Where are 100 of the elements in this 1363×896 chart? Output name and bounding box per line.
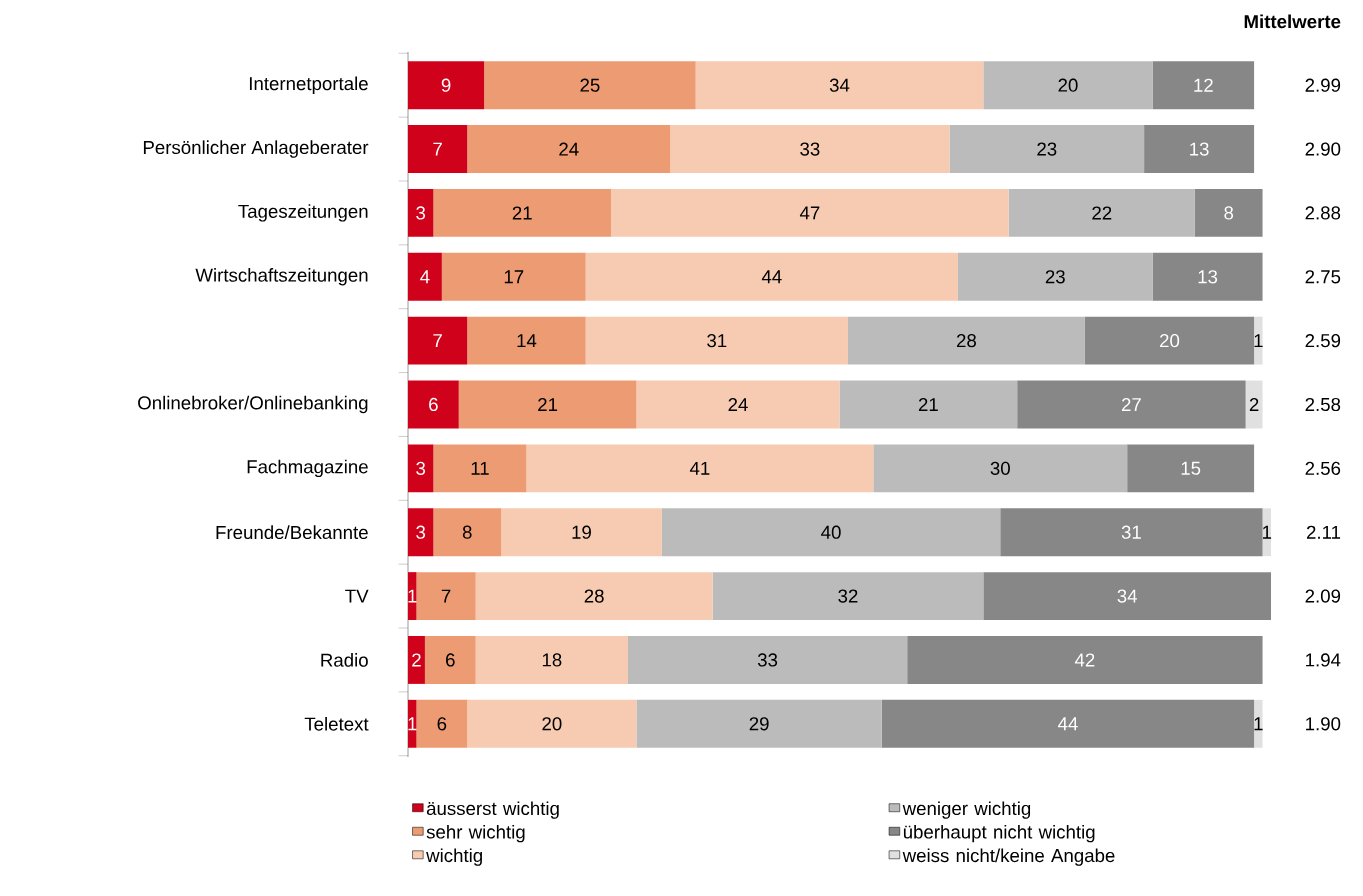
data-label: 2: [412, 653, 421, 667]
text: 2.90: [1305, 142, 1341, 156]
data-label: 20: [1058, 78, 1078, 92]
bar: [847, 316, 1085, 365]
data-label: 23: [1037, 142, 1057, 156]
text: 2.88: [1305, 206, 1341, 220]
data-label: 21: [538, 397, 558, 412]
y-tick-label: Fachmagazine: [247, 459, 368, 478]
bar: [408, 252, 442, 301]
bar: [661, 508, 1001, 557]
bar: [881, 699, 1255, 748]
text: 1.94: [1306, 653, 1341, 667]
bar: [408, 125, 468, 174]
data-label: 7: [441, 589, 451, 603]
data-label: 28: [956, 334, 976, 348]
bar: [636, 380, 840, 429]
bar: [1152, 61, 1255, 110]
bar: [907, 636, 1263, 684]
data-label: 24: [559, 142, 579, 156]
bar: [475, 572, 713, 621]
bar: [636, 699, 882, 748]
bar: [839, 380, 1018, 429]
data-label: 21: [512, 206, 532, 220]
data-label: 4: [420, 270, 430, 284]
bar: [467, 699, 637, 748]
text: 2.11: [1306, 525, 1341, 539]
bar: [441, 252, 586, 301]
bar: [585, 252, 958, 301]
bar: [585, 316, 848, 365]
data-label: 20: [542, 717, 562, 731]
y-tick-label: Teletext: [304, 716, 369, 731]
text: 2.56: [1305, 461, 1341, 475]
data-label: 1: [1254, 334, 1263, 348]
legend-label: äusserst wichtig: [426, 801, 559, 819]
bar: [873, 444, 1128, 493]
data-label: 6: [429, 397, 438, 412]
bar: [1245, 380, 1263, 429]
data-label: 2: [1249, 397, 1259, 412]
legend-label: sehr wichtig: [426, 824, 525, 843]
bar: [526, 444, 874, 493]
y-tick-label: Persönlicher Anlageberater: [143, 140, 369, 158]
data-label: 1: [408, 589, 417, 603]
bar: [408, 636, 425, 684]
data-label: 3: [416, 525, 426, 539]
data-label: 31: [707, 334, 727, 348]
y-tick-label: Wirtschaftszeitungen: [195, 268, 368, 286]
data-label: 7: [433, 142, 442, 156]
data-label: 1: [408, 717, 417, 731]
data-label: 44: [1057, 717, 1078, 731]
bar: [408, 444, 434, 493]
data-label: 3: [416, 461, 426, 475]
bar: [627, 636, 908, 684]
data-label: 11: [471, 461, 489, 475]
text: 2.09: [1305, 589, 1341, 603]
bar: [424, 636, 476, 684]
data-label: 6: [446, 653, 455, 667]
data-label: 21: [918, 397, 938, 412]
data-label: 34: [1117, 589, 1138, 603]
data-label: 29: [749, 717, 769, 731]
data-label: 24: [728, 397, 748, 412]
bar: [1144, 125, 1255, 174]
bar: [433, 508, 502, 557]
y-tick-label: Freunde/Bekannte: [216, 525, 368, 540]
data-label: 41: [689, 461, 710, 475]
bar: [433, 444, 527, 493]
legend-label: überhaupt nicht wichtig: [903, 824, 1095, 843]
data-label: 31: [1121, 525, 1141, 539]
bar: [611, 188, 1009, 237]
data-label: 33: [757, 653, 778, 667]
data-label: 19: [572, 525, 591, 539]
bar: [475, 636, 628, 684]
data-label: 47: [799, 206, 820, 220]
data-label: 1: [1254, 717, 1263, 731]
y-tick-label: Internetportale: [249, 76, 368, 94]
data-label: 15: [1181, 461, 1201, 475]
data-label: 6: [437, 717, 447, 731]
bar: [408, 380, 459, 429]
bar: [408, 188, 434, 237]
bar: [1127, 444, 1255, 493]
text: 2.75: [1305, 270, 1341, 284]
bar: [416, 572, 476, 621]
y-tick-label: Tageszeitungen: [238, 204, 368, 222]
bar: [501, 508, 662, 557]
text: 1.90: [1306, 717, 1341, 731]
data-label: 28: [584, 589, 604, 603]
data-label: 34: [829, 78, 850, 92]
data-label: 14: [517, 334, 537, 348]
bar: [467, 125, 671, 174]
bar: [467, 316, 586, 365]
bar: [983, 572, 1272, 621]
bar: [1000, 508, 1263, 557]
bar: [1084, 316, 1255, 365]
legend-label: wichtig: [426, 848, 482, 866]
data-label: 13: [1190, 142, 1209, 156]
data-label: 23: [1045, 270, 1065, 284]
bar: [484, 61, 696, 110]
text: 2.59: [1305, 334, 1341, 348]
y-tick-label: TV: [345, 589, 369, 603]
data-label: 17: [504, 270, 524, 284]
data-label: 13: [1198, 270, 1218, 284]
